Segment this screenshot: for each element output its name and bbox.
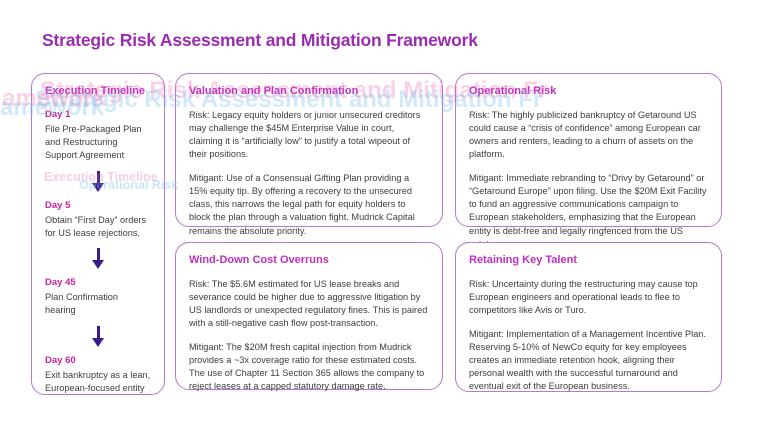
timeline-day-label: Day 5 [45,199,71,211]
timeline-day-label: Day 1 [45,109,71,120]
timeline-step-text: File Pre-Packaged Plan and Restructuring… [45,124,142,160]
winddown-risk-card: Wind-Down Cost Overruns Risk: The $5.6M … [175,242,443,392]
execution-timeline-card: Execution Timeline Day 1 File Pre-Packag… [31,73,165,395]
timeline-step: Day 5 Obtain “First Day” orders for US l… [45,200,151,240]
risk-paragraph: Risk: Uncertainty during the restructuri… [469,279,698,316]
risk-card-title: Retaining Key Talent [469,254,577,266]
risk-card-title: Wind-Down Cost Overruns [189,254,329,266]
timeline-step-text: Obtain “First Day” orders for US lease r… [45,214,147,238]
risk-paragraph: Risk: The highly publicized bankruptcy o… [469,110,701,160]
timeline-step-text: Exit bankruptcy as a lean, European-focu… [45,370,151,393]
talent-risk-card: Retaining Key Talent Risk: Uncertainty d… [455,242,722,392]
timeline-card-title: Execution Timeline [45,85,146,97]
slide-title: Strategic Risk Assessment and Mitigation… [42,30,478,50]
mitigant-paragraph: Mitigant: Use of a Consensual Gifting Pl… [189,173,415,236]
mitigant-paragraph: Mitigant: Implementation of a Management… [469,329,706,392]
down-arrow-icon [92,170,104,192]
timeline-day-label: Day 60 [45,355,76,367]
timeline-step: Day 60 Exit bankruptcy as a lean, Europe… [45,355,151,395]
mitigant-paragraph: Mitigant: Immediate rebranding to “Drivy… [469,173,707,248]
operational-risk-card: Operational Risk Risk: The highly public… [455,73,722,249]
timeline-step: Day 1 File Pre-Packaged Plan and Restruc… [45,109,151,162]
timeline-day-label: Day 45 [45,277,76,289]
down-arrow-icon [92,326,104,348]
risk-card-title: Operational Risk [469,85,557,97]
down-arrow-icon [92,248,104,270]
risk-card-title: Valuation and Plan Confirmation [189,85,359,97]
risk-paragraph: Risk: The $5.6M estimated for US lease b… [189,279,428,329]
mitigant-paragraph: Mitigant: The $20M fresh capital injecti… [189,342,425,392]
valuation-risk-card: Valuation and Plan Confirmation Risk: Le… [175,73,443,236]
timeline-step-text: Plan Confirmation hearing [45,292,119,316]
timeline-step: Day 45 Plan Confirmation hearing [45,277,151,317]
risk-paragraph: Risk: Legacy equity holders or junior un… [189,110,421,160]
